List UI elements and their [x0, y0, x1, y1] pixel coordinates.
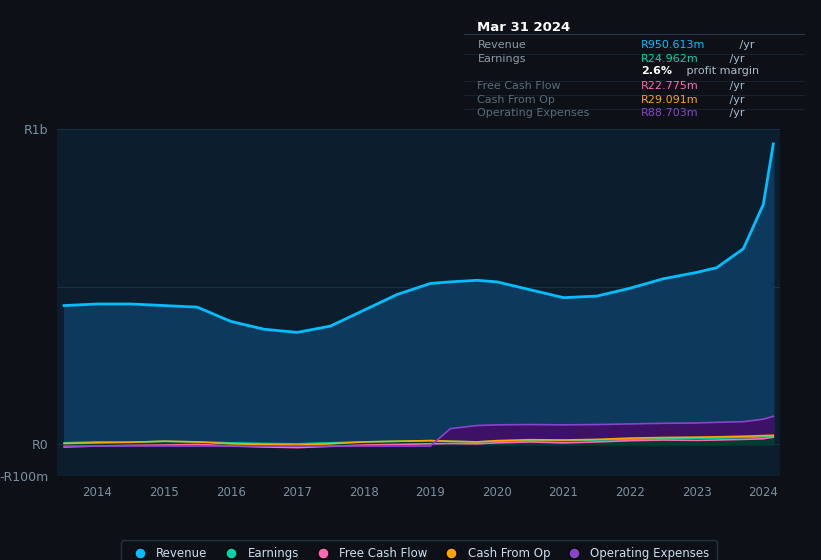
Text: Mar 31 2024: Mar 31 2024	[478, 21, 571, 34]
Text: R29.091m: R29.091m	[641, 95, 699, 105]
Text: Cash From Op: Cash From Op	[478, 95, 555, 105]
Text: R22.775m: R22.775m	[641, 81, 699, 91]
Text: R24.962m: R24.962m	[641, 54, 699, 64]
Text: /yr: /yr	[726, 81, 744, 91]
Text: Free Cash Flow: Free Cash Flow	[478, 81, 561, 91]
Text: /yr: /yr	[736, 40, 754, 50]
Text: /yr: /yr	[726, 54, 744, 64]
Text: Revenue: Revenue	[478, 40, 526, 50]
Text: profit margin: profit margin	[683, 66, 759, 76]
Text: R950.613m: R950.613m	[641, 40, 705, 50]
Text: 2.6%: 2.6%	[641, 66, 672, 76]
Text: R88.703m: R88.703m	[641, 109, 699, 118]
Legend: Revenue, Earnings, Free Cash Flow, Cash From Op, Operating Expenses: Revenue, Earnings, Free Cash Flow, Cash …	[121, 540, 717, 560]
Text: /yr: /yr	[726, 109, 744, 118]
Text: Operating Expenses: Operating Expenses	[478, 109, 589, 118]
Text: /yr: /yr	[726, 95, 744, 105]
Text: Earnings: Earnings	[478, 54, 526, 64]
